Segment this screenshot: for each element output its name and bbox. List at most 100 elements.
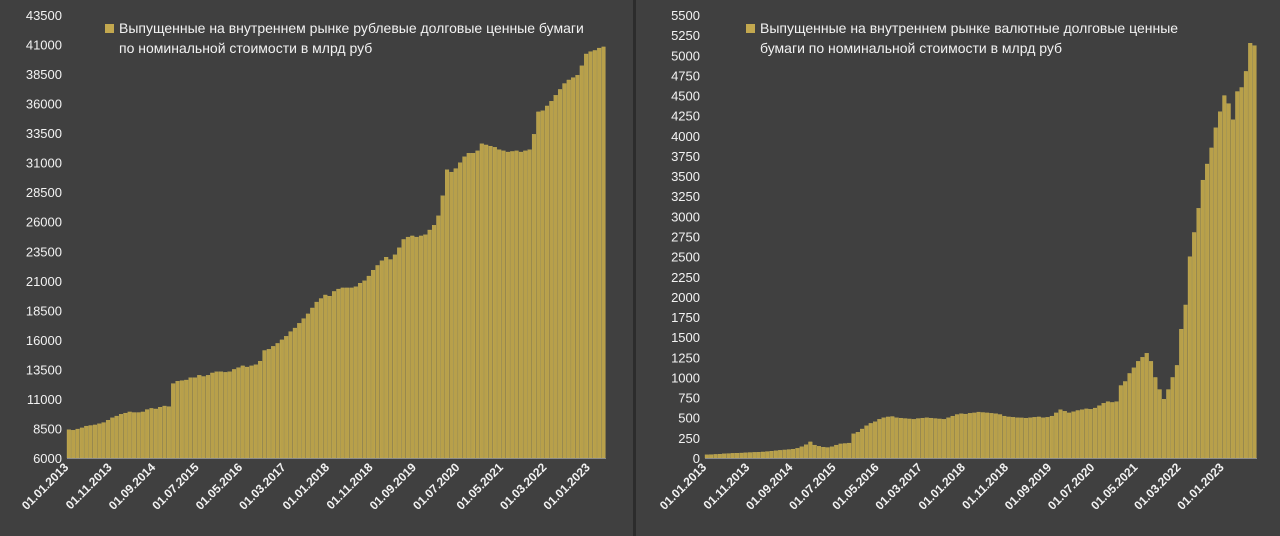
bar — [1097, 405, 1102, 459]
bar — [946, 417, 951, 459]
bar — [816, 446, 821, 459]
bar — [864, 425, 869, 459]
bar — [431, 225, 437, 459]
bar — [972, 412, 977, 459]
ruble-securities-chart: 6000 8500 11000 13500 16000 18500 21000 23500 26… — [19, 8, 606, 513]
bar — [1118, 385, 1123, 459]
bar — [954, 414, 959, 459]
bar — [1174, 365, 1179, 459]
bar — [314, 301, 319, 459]
x-tick-label: 01.01.2023 — [541, 460, 594, 513]
bar — [188, 377, 193, 459]
bar — [262, 350, 267, 459]
bar — [245, 366, 250, 459]
y-tick-label: 38500 — [26, 67, 62, 82]
bar — [1101, 403, 1106, 459]
bar — [791, 448, 796, 459]
bar — [1084, 408, 1089, 459]
bar — [110, 417, 115, 459]
bar — [345, 287, 350, 459]
bar — [950, 415, 955, 459]
bar — [340, 287, 345, 459]
y-tick-label: 500 — [678, 411, 700, 426]
bar — [275, 343, 280, 459]
bar — [545, 105, 550, 459]
x-tick-label: 01.01.2018 — [280, 460, 333, 513]
bar — [795, 448, 800, 459]
bar — [1222, 95, 1227, 459]
bar — [804, 444, 809, 459]
bar — [375, 265, 380, 459]
bar — [735, 453, 740, 459]
bar — [1183, 304, 1188, 459]
bar — [266, 349, 271, 459]
bar — [223, 372, 228, 459]
y-tick-label: 4500 — [671, 89, 700, 104]
bar — [258, 360, 263, 459]
bar — [851, 433, 856, 459]
bar — [162, 405, 167, 459]
y-tick-label: 36000 — [26, 97, 62, 112]
bar — [756, 452, 761, 459]
bar — [1127, 373, 1132, 459]
bar — [1105, 401, 1110, 459]
bar — [993, 413, 998, 459]
bar — [362, 280, 367, 459]
bar — [518, 151, 523, 459]
y-tick-label: 16000 — [26, 333, 62, 348]
bar — [722, 453, 727, 459]
bar — [782, 449, 787, 459]
bar — [449, 171, 454, 459]
y-tick-label: 3500 — [671, 169, 700, 184]
bar — [227, 371, 232, 459]
y-tick-label: 2250 — [671, 270, 700, 285]
bar — [924, 417, 929, 459]
bar — [812, 444, 817, 459]
bar — [1226, 103, 1231, 459]
bar — [1023, 417, 1028, 459]
bar — [197, 375, 202, 459]
y-tick-label: 33500 — [26, 126, 62, 141]
y-tick-label: 0 — [693, 451, 700, 466]
y-tick-label: 6000 — [33, 451, 62, 466]
bar — [592, 50, 597, 459]
x-tick-label: 01.01.2023 — [1174, 460, 1227, 513]
bar — [410, 235, 415, 459]
bar — [1011, 417, 1016, 459]
bar — [1058, 409, 1063, 459]
legend-label: Выпущенные на внутреннем рынке рублевые … — [119, 20, 584, 56]
bar — [1045, 417, 1050, 459]
y-tick-label: 1500 — [671, 330, 700, 345]
y-tick-label: 3250 — [671, 189, 700, 204]
bar — [1149, 361, 1154, 459]
bar — [1054, 412, 1059, 459]
y-tick-label: 31000 — [26, 156, 62, 171]
bar — [959, 413, 964, 459]
bar — [1123, 381, 1128, 459]
bar — [214, 371, 219, 459]
bar — [855, 432, 860, 459]
bar — [553, 95, 558, 459]
bar — [123, 412, 128, 459]
bar — [1170, 377, 1175, 459]
bar — [868, 423, 873, 459]
bar — [492, 147, 497, 459]
y-tick-label: 3750 — [671, 149, 700, 164]
bar — [911, 419, 916, 459]
bar — [318, 298, 324, 459]
bar — [97, 423, 102, 459]
bar — [890, 416, 895, 459]
bar — [847, 442, 852, 459]
y-tick-label: 250 — [678, 431, 700, 446]
bar — [933, 418, 938, 459]
currency-chart-legend: Выпущенные на внутреннем рынке валютные … — [746, 18, 1226, 58]
bar — [1248, 43, 1253, 459]
bar — [240, 365, 245, 459]
bar — [297, 323, 302, 459]
bar — [571, 77, 576, 459]
bar — [527, 149, 532, 459]
x-tick-label: 01.01.2013 — [19, 460, 72, 513]
y-tick-label: 1000 — [671, 370, 700, 385]
bar — [881, 417, 886, 459]
bar — [531, 134, 536, 459]
